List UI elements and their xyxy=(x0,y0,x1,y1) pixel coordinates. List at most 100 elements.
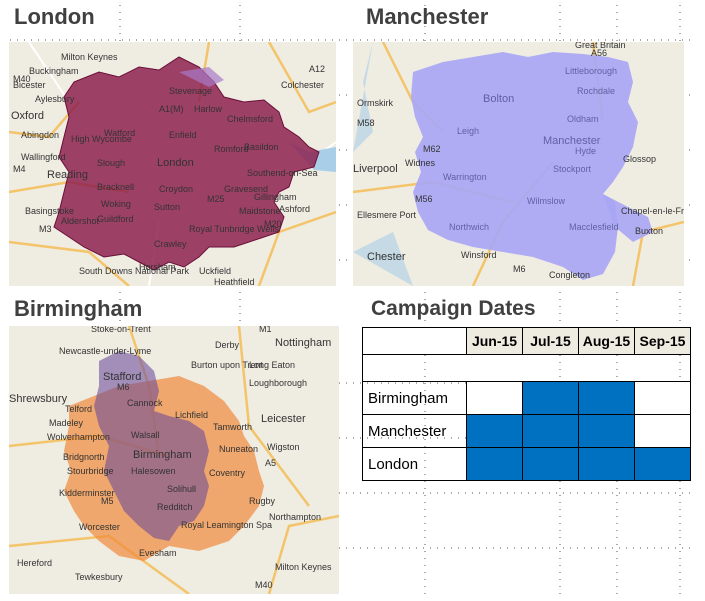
svg-text:Maidstone: Maidstone xyxy=(239,206,281,216)
svg-text:Liverpool: Liverpool xyxy=(353,163,398,175)
schedule-cell xyxy=(578,447,635,481)
birmingham-title: Birmingham xyxy=(14,296,143,321)
header-blank-cell xyxy=(362,327,467,355)
svg-text:Newcastle-under-Lyme: Newcastle-under-Lyme xyxy=(59,346,151,356)
svg-text:Winsford: Winsford xyxy=(461,250,497,260)
birmingham-map-graphic: Stoke-on-Trent Derby Nottingham Newcastl… xyxy=(9,326,339,594)
svg-text:Gravesend: Gravesend xyxy=(224,184,268,194)
svg-text:M5: M5 xyxy=(101,496,114,506)
svg-text:Tamworth: Tamworth xyxy=(213,422,252,432)
svg-text:A56: A56 xyxy=(591,48,607,58)
svg-text:A5: A5 xyxy=(265,458,276,468)
svg-text:Aylesbury: Aylesbury xyxy=(35,94,75,104)
svg-text:Long Eaton: Long Eaton xyxy=(249,360,295,370)
schedule-cell xyxy=(522,381,579,415)
table-row: Birmingham xyxy=(362,381,691,415)
schedule-cell xyxy=(634,414,691,448)
svg-text:Croydon: Croydon xyxy=(159,184,193,194)
svg-text:Watford: Watford xyxy=(104,128,135,138)
london-title: London xyxy=(14,4,95,29)
svg-text:Basildon: Basildon xyxy=(244,142,279,152)
svg-text:Southend-on-Sea: Southend-on-Sea xyxy=(247,168,318,178)
london-map-graphic: Milton Keynes Buckingham Bicester Aylesb… xyxy=(9,42,336,286)
svg-text:Crawley: Crawley xyxy=(154,239,187,249)
svg-text:Worcester: Worcester xyxy=(79,522,120,532)
manchester-map-labels: Ormskirk Bolton Rochdale Littleborough O… xyxy=(353,42,684,280)
svg-text:Nottingham: Nottingham xyxy=(275,337,331,349)
birmingham-map: Stoke-on-Trent Derby Nottingham Newcastl… xyxy=(9,326,339,594)
svg-text:Birmingham: Birmingham xyxy=(133,449,192,461)
svg-text:Reading: Reading xyxy=(47,169,88,181)
svg-text:Wilmslow: Wilmslow xyxy=(527,196,565,206)
campaign-dates-table: Jun-15 Jul-15 Aug-15 Sep-15 Birmingham M… xyxy=(362,327,691,481)
svg-text:Chapel-en-le-Frith: Chapel-en-le-Frith xyxy=(621,206,684,216)
svg-text:Chelmsford: Chelmsford xyxy=(227,114,273,124)
svg-text:Enfield: Enfield xyxy=(169,130,197,140)
svg-text:Chester: Chester xyxy=(367,251,406,263)
svg-text:Nuneaton: Nuneaton xyxy=(219,444,258,454)
svg-text:Telford: Telford xyxy=(65,404,92,414)
svg-text:Northwich: Northwich xyxy=(449,222,489,232)
svg-text:Bracknell: Bracknell xyxy=(97,182,134,192)
svg-text:Redditch: Redditch xyxy=(157,502,193,512)
svg-text:Romford: Romford xyxy=(214,144,249,154)
svg-text:Hyde: Hyde xyxy=(575,146,596,156)
svg-text:M58: M58 xyxy=(357,118,375,128)
svg-text:Burton upon Trent: Burton upon Trent xyxy=(191,360,264,370)
svg-text:Rugby: Rugby xyxy=(249,496,276,506)
svg-text:Lichfield: Lichfield xyxy=(175,410,208,420)
svg-text:Cannock: Cannock xyxy=(127,398,163,408)
svg-text:Littleborough: Littleborough xyxy=(565,66,617,76)
svg-text:Bicester: Bicester xyxy=(13,80,46,90)
svg-text:M62: M62 xyxy=(423,144,441,154)
svg-text:Evesham: Evesham xyxy=(139,548,177,558)
schedule-cell xyxy=(466,414,523,448)
svg-text:Ashford: Ashford xyxy=(279,204,310,214)
schedule-cell xyxy=(522,414,579,448)
svg-text:Hereford: Hereford xyxy=(17,558,52,568)
manchester-map-graphic: Ormskirk Bolton Rochdale Littleborough O… xyxy=(353,42,684,286)
svg-text:M6: M6 xyxy=(513,264,526,274)
schedule-cell xyxy=(578,381,635,415)
schedule-cell xyxy=(466,381,523,415)
svg-text:Leicester: Leicester xyxy=(261,413,306,425)
svg-text:A12: A12 xyxy=(309,64,325,74)
row-label-manchester: Manchester xyxy=(362,414,467,448)
svg-text:Coventry: Coventry xyxy=(209,468,246,478)
birmingham-map-labels: Stoke-on-Trent Derby Nottingham Newcastl… xyxy=(9,326,332,590)
svg-text:Aldershot: Aldershot xyxy=(61,216,100,226)
svg-text:Derby: Derby xyxy=(215,340,240,350)
svg-text:Stockport: Stockport xyxy=(553,164,592,174)
svg-text:Stevenage: Stevenage xyxy=(169,86,212,96)
svg-text:Kidderminster: Kidderminster xyxy=(59,488,115,498)
svg-text:Wigston: Wigston xyxy=(267,442,300,452)
manchester-map: Ormskirk Bolton Rochdale Littleborough O… xyxy=(353,42,684,286)
table-row: London xyxy=(362,447,691,481)
svg-text:Wolverhampton: Wolverhampton xyxy=(47,432,110,442)
svg-text:Manchester: Manchester xyxy=(543,135,601,147)
svg-text:Halesowen: Halesowen xyxy=(131,466,176,476)
svg-text:Ellesmere Port: Ellesmere Port xyxy=(357,210,417,220)
svg-text:Horsham: Horsham xyxy=(139,262,176,272)
svg-text:Solihull: Solihull xyxy=(167,484,196,494)
svg-text:Milton Keynes: Milton Keynes xyxy=(275,562,332,572)
svg-text:Oldham: Oldham xyxy=(567,114,599,124)
svg-text:Woking: Woking xyxy=(101,199,131,209)
svg-text:South Downs National Park: South Downs National Park xyxy=(79,266,190,276)
svg-text:Buxton: Buxton xyxy=(635,226,663,236)
svg-text:M40: M40 xyxy=(13,74,31,84)
svg-text:Loughborough: Loughborough xyxy=(249,378,307,388)
svg-text:Royal Leamington Spa: Royal Leamington Spa xyxy=(181,520,272,530)
svg-text:Oxford: Oxford xyxy=(11,110,44,122)
svg-text:Basingstoke: Basingstoke xyxy=(25,206,74,216)
svg-text:M56: M56 xyxy=(415,194,433,204)
svg-text:Guildford: Guildford xyxy=(97,214,134,224)
svg-text:M40: M40 xyxy=(255,580,273,590)
schedule-cell xyxy=(634,381,691,415)
svg-text:Slough: Slough xyxy=(97,158,125,168)
svg-text:Tewkesbury: Tewkesbury xyxy=(75,572,123,582)
svg-text:Stoke-on-Trent: Stoke-on-Trent xyxy=(91,326,151,334)
month-header-jul: Jul-15 xyxy=(522,327,579,355)
svg-text:Wallingford: Wallingford xyxy=(21,152,66,162)
svg-text:Glossop: Glossop xyxy=(623,154,656,164)
